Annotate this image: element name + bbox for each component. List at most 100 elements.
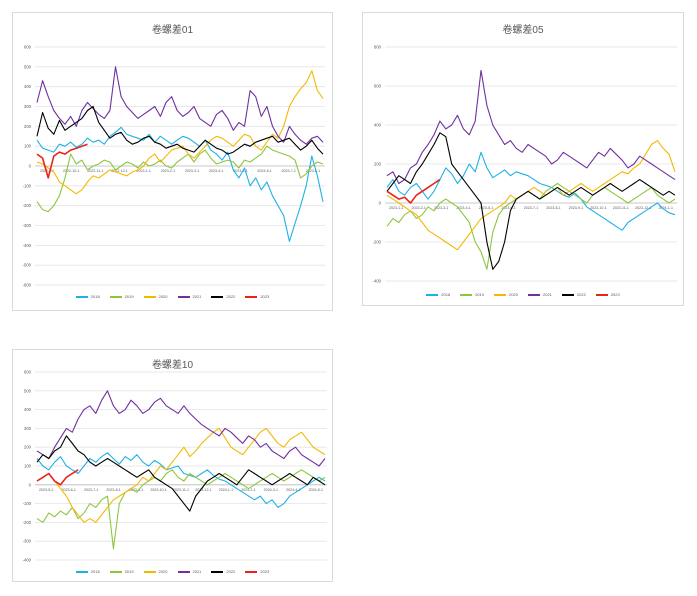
legend-item-2022: 2022 <box>211 569 235 574</box>
legend-label: 2019 <box>475 292 485 297</box>
y-tick-label: -600 <box>23 283 32 288</box>
series-line-2022 <box>36 105 324 155</box>
x-tick-label: 2023-7-1 <box>282 169 296 173</box>
x-tick-label: 2023-6-1 <box>257 169 271 173</box>
legend-label: 2018 <box>441 292 451 297</box>
legend-label: 2021 <box>543 292 552 297</box>
series-line-2020 <box>36 70 324 195</box>
legend-item-2018: 2018 <box>75 569 100 574</box>
x-tick-label: 2024-1-1 <box>659 206 673 210</box>
legend-swatch <box>109 570 122 573</box>
x-tick-label: 2024-2-1 <box>241 488 255 492</box>
y-tick-label: 0 <box>29 482 32 487</box>
y-tick-label: -300 <box>23 539 32 544</box>
series-line-2019 <box>36 145 324 213</box>
series-line-2023 <box>386 178 441 204</box>
y-tick-label: 800 <box>374 45 382 50</box>
y-tick-label: 600 <box>24 370 32 375</box>
legend-swatch <box>143 570 156 573</box>
chart-svg-10: 600 500 400 300 200 100 0 -100 -200 -300 -400 2023-… <box>23 370 327 563</box>
y-tick-label: 100 <box>24 144 32 149</box>
x-tick-label: 2024-4-1 <box>286 488 300 492</box>
legend-label: 2022 <box>576 292 586 297</box>
y-tick-label: 600 <box>24 45 32 50</box>
legend-label: 2022 <box>226 569 236 574</box>
legend-item-2021: 2021 <box>528 292 552 297</box>
legend-swatch <box>245 570 258 573</box>
legend-swatch <box>177 295 190 298</box>
y-tick-label: 300 <box>24 426 32 431</box>
x-tick-label: 2022-10-1 <box>63 169 79 173</box>
series-line-2023 <box>36 469 79 486</box>
y-tick-label: -400 <box>23 558 32 563</box>
x-tick-label: 2023-3-1 <box>185 169 199 173</box>
chart-title-10: 卷螺差10 <box>151 360 194 371</box>
legend-swatch <box>528 293 540 296</box>
y-tick-label: 600 <box>374 84 382 89</box>
x-tick-label: 2023-11-1 <box>173 488 189 492</box>
x-tick-label: 2022-9-1 <box>40 169 54 173</box>
x-tick-label: 2023-1-1 <box>389 206 403 210</box>
series-line-2021 <box>36 390 326 467</box>
x-tick-label: 2024-3-1 <box>264 488 278 492</box>
legend-item-2023: 2023 <box>595 292 620 297</box>
legend-item-2020: 2020 <box>143 569 168 574</box>
y-tick-label: 500 <box>24 64 32 69</box>
legend-swatch <box>561 293 574 296</box>
chart-title-01: 卷螺差01 <box>151 25 194 36</box>
chart-title-05: 卷螺差05 <box>502 25 544 36</box>
legend-item-2022: 2022 <box>561 292 586 297</box>
x-tick-label: 2022-12-1 <box>111 169 127 173</box>
x-tick-label: 2023-4-1 <box>456 206 470 210</box>
x-tick-label: 2023-6-1 <box>501 206 515 210</box>
series-line-2020 <box>386 140 676 251</box>
legend-item-2020: 2020 <box>143 294 168 299</box>
legend-label: 2020 <box>158 569 168 574</box>
x-tick-label: 2024-1-1 <box>219 488 233 492</box>
legend-label: 2020 <box>509 292 518 297</box>
legend-swatch <box>75 295 88 298</box>
legend-item-2021: 2021 <box>177 294 201 299</box>
x-tick-label: 2023-6-1 <box>61 488 75 492</box>
y-tick-label: -100 <box>23 501 32 506</box>
x-tick-label: 2023-11-1 <box>613 206 629 210</box>
y-tick-label: 200 <box>24 445 32 450</box>
legend-label: 2023 <box>260 569 270 574</box>
chart-legend-10: 2018 2019 2020 2021 2022 2023 <box>13 569 332 574</box>
series-line-2019 <box>36 469 326 550</box>
x-tick-label: 2023-2-1 <box>161 169 175 173</box>
y-tick-label: 400 <box>24 407 32 412</box>
chart-svg-01: 600 500 400 300 200 100 0 -100 -200 -300 -400 -500 -… <box>23 45 325 288</box>
y-tick-label: 500 <box>24 388 32 393</box>
y-tick-label: 200 <box>374 162 382 167</box>
x-tick-label: 2023-7-1 <box>524 206 538 210</box>
x-tick-label: 2023-9-1 <box>129 488 143 492</box>
series-line-2021 <box>36 66 324 145</box>
x-tick-label: 2023-12-1 <box>635 206 651 210</box>
y-tick-label: -200 <box>373 240 382 245</box>
legend-swatch <box>143 295 156 298</box>
legend-swatch <box>177 570 190 573</box>
legend-swatch <box>494 293 507 296</box>
x-tick-label: 2023-8-1 <box>546 206 560 210</box>
x-tick-label: 2023-10-1 <box>150 488 166 492</box>
legend-label: 2018 <box>90 569 100 574</box>
legend-swatch <box>460 293 473 296</box>
y-tick-label: 400 <box>374 123 382 128</box>
chart-panel-10: 600 500 400 300 200 100 0 -100 -200 -300 -400 2023-… <box>12 349 333 582</box>
legend-label: 2023 <box>260 294 270 299</box>
legend-label: 2018 <box>90 294 100 299</box>
x-tick-label: 2023-5-1 <box>479 206 493 210</box>
legend-item-2019: 2019 <box>109 294 134 299</box>
chart-panel-01: 600 500 400 300 200 100 0 -100 -200 -300 -400 -500 -… <box>12 12 333 311</box>
legend-label: 2020 <box>158 294 168 299</box>
x-tick-label: 2023-8-1 <box>106 488 120 492</box>
y-tick-label: 100 <box>24 464 32 469</box>
x-tick-label: 2023-2-1 <box>411 206 425 210</box>
chart-panel-05: 800 600 400 200 0 -200 -400 2023-1-1 2023-2-1 202… <box>362 12 684 306</box>
x-tick-label: 2023-3-1 <box>434 206 448 210</box>
x-tick-label: 2023-7-1 <box>84 488 98 492</box>
x-tick-label: 2023-8-1 <box>306 169 320 173</box>
legend-swatch <box>426 293 439 296</box>
y-tick-label: -400 <box>23 243 32 248</box>
